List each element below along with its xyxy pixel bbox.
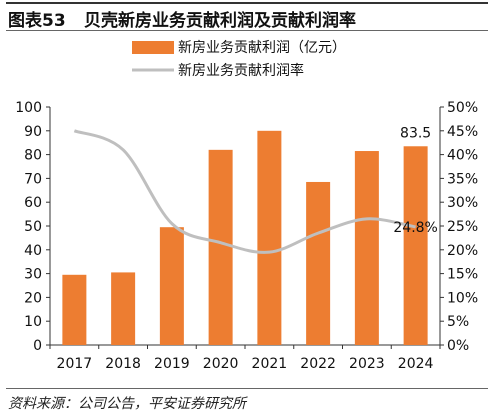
figure-header: 图表53 贝壳新房业务贡献利润及贡献利润率 xyxy=(0,0,494,31)
plot-area: 0 10 20 30 40 50 60 70 80 90 100 0% 5% 10% 15% 20% 25% 30… xyxy=(15,100,478,372)
y-left-tick-label: 90 xyxy=(24,124,42,140)
y-right-tick-label: 10% xyxy=(447,290,478,306)
x-tick-label: 2019 xyxy=(154,356,190,372)
bar xyxy=(159,227,184,345)
line-data-label: 24.8% xyxy=(393,220,437,236)
bar xyxy=(111,272,136,345)
y-right-tick-label: 0% xyxy=(447,338,469,354)
source-note: 资料来源：公司公告，平安证券研究所 xyxy=(8,396,246,412)
y-left-tick-label: 100 xyxy=(15,100,42,116)
y-right-tick-label: 25% xyxy=(447,219,478,235)
y-left-tick-label: 30 xyxy=(24,267,42,283)
y-right-tick-label: 30% xyxy=(447,195,478,211)
legend-bar-label: 新房业务贡献利润（亿元） xyxy=(178,40,346,56)
x-tick-label: 2020 xyxy=(203,356,239,372)
bar xyxy=(306,181,331,345)
y-right-tick-label: 20% xyxy=(447,243,478,259)
bar-data-label: 83.5 xyxy=(400,125,431,141)
y-left-tick-label: 10 xyxy=(24,314,42,330)
bar xyxy=(403,146,428,345)
y-left-tick-label: 70 xyxy=(24,171,42,187)
bar xyxy=(257,130,282,345)
bar xyxy=(208,149,233,345)
y-left-tick-label: 50 xyxy=(24,219,42,235)
y-left-tick-label: 20 xyxy=(24,290,42,306)
legend: 新房业务贡献利润（亿元） 新房业务贡献利润率 xyxy=(132,40,346,79)
x-tick-label: 2023 xyxy=(349,356,385,372)
margin-line xyxy=(73,129,416,254)
y-left-tick-label: 0 xyxy=(33,338,42,354)
figure-label: 图表53 xyxy=(8,11,66,31)
x-tick-label: 2024 xyxy=(398,356,434,372)
legend-line-label: 新房业务贡献利润率 xyxy=(178,62,304,79)
x-tick-label: 2021 xyxy=(252,356,288,372)
y-right-tick-label: 35% xyxy=(447,171,478,187)
y-left-tick-label: 60 xyxy=(24,195,42,211)
x-tick-label: 2018 xyxy=(105,356,141,372)
header-top-rule xyxy=(6,2,488,4)
figure-title: 贝壳新房业务贡献利润及贡献利润率 xyxy=(84,11,356,31)
bar xyxy=(62,274,87,345)
y-right-tick-label: 40% xyxy=(447,148,478,164)
y-right-tick-label: 50% xyxy=(447,100,478,116)
chart: 新房业务贡献利润（亿元） 新房业务贡献利润率 0 10 20 30 40 50 60 70 80… xyxy=(15,40,478,372)
x-tick-label: 2017 xyxy=(57,356,93,372)
y-right-tick-label: 5% xyxy=(447,314,469,330)
legend-bar-swatch xyxy=(132,41,174,54)
x-tick-label: 2022 xyxy=(300,356,336,372)
header-bottom-rule xyxy=(6,30,488,31)
y-right-tick-label: 15% xyxy=(447,267,478,283)
y-left-tick-label: 80 xyxy=(24,148,42,164)
footer-rule xyxy=(6,388,488,389)
y-right-tick-label: 45% xyxy=(447,124,478,140)
bar xyxy=(354,151,379,345)
y-left-tick-label: 40 xyxy=(24,243,42,259)
